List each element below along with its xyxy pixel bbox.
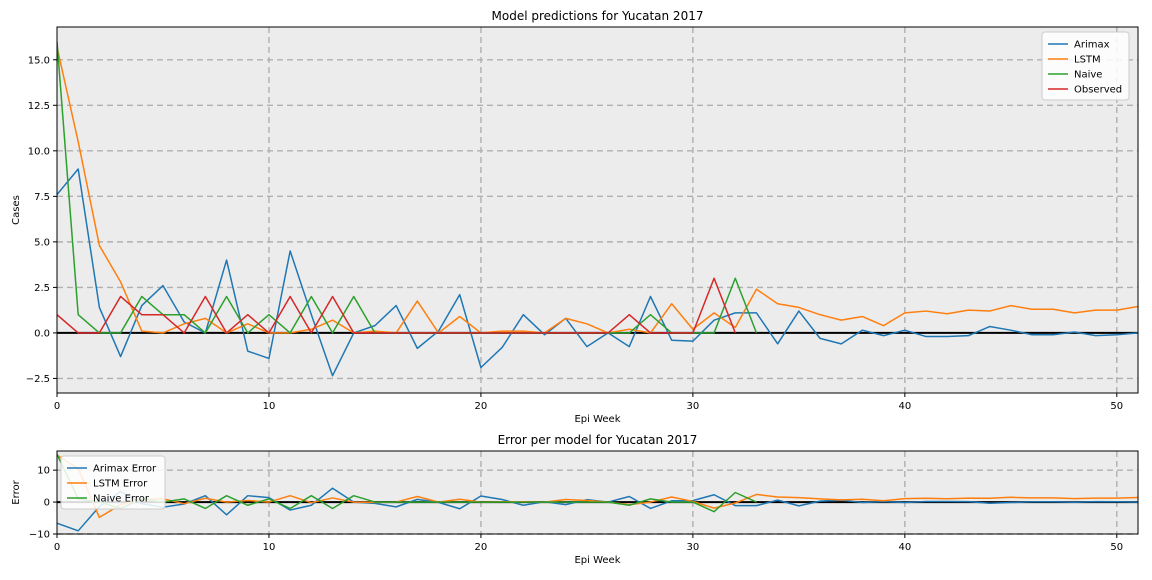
predictions-legend-label-lstm: LSTM [1074,55,1101,66]
predictions-x-ticks: 0 10 20 30 40 50 [54,393,1123,412]
predictions-x-tick-label-2: 20 [475,401,488,412]
error-legend-label-lstm-error: LSTM Error [93,479,148,490]
error-legend-label-naive-error: Naive Error [93,494,150,505]
predictions-panel: 0 10 20 30 40 50 −2.5 0.0 2.5 5.0 7.5 10.0 12.5 15.0… [11,9,1139,425]
error-x-tick-label-0: 0 [54,542,60,553]
predictions-y-tick-label-7: 15.0 [28,55,50,66]
predictions-series-observed-line [57,277,736,334]
predictions-y-tick-label-6: 12.5 [28,101,50,112]
error-y-ticks: −10 0 10 [29,466,57,541]
error-axes-frame [56,450,1139,535]
predictions-y-tick-label-4: 7.5 [34,192,50,203]
predictions-y-ticks: −2.5 0.0 2.5 5.0 7.5 10.0 12.5 15.0 [26,55,57,385]
error-series-naive-error-line [57,453,757,513]
error-y-tick-label-1: 0 [44,498,50,509]
predictions-legend-label-observed: Observed [1074,85,1122,96]
predictions-legend: Arimax LSTM Naive Observed [1041,31,1130,101]
predictions-y-tick-label-2: 2.5 [34,283,50,294]
predictions-x-tick-label-0: 0 [54,401,60,412]
predictions-legend-box [1041,31,1130,101]
predictions-title: Model predictions for Yucatan 2017 [492,9,704,23]
error-series [57,453,1138,532]
predictions-series-arimax-line [57,168,1138,377]
predictions-x-tick-label-4: 40 [898,401,911,412]
predictions-y-tick-label-3: 5.0 [34,237,50,248]
error-panel: 0 10 20 30 40 50 −10 0 10 Error per model for Y… [11,433,1139,566]
error-x-tick-label-5: 50 [1110,542,1123,553]
predictions-y-tick-label-0: −2.5 [26,374,50,385]
error-x-tick-label-2: 20 [475,542,488,553]
error-y-tick-label-2: 10 [37,466,50,477]
error-legend-label-arimax-error: Arimax Error [93,464,157,475]
predictions-y-tick-label-5: 10.0 [28,146,50,157]
error-legend-box [60,455,166,510]
error-legend: Arimax Error LSTM Error Naive Error [60,455,166,510]
predictions-plot-area [57,27,1138,393]
predictions-x-axis-label: Epi Week [574,414,620,425]
predictions-axes-frame [56,26,1139,394]
error-plot-area [57,451,1138,534]
error-y-tick-label-0: −10 [29,530,50,541]
predictions-x-tick-label-1: 10 [263,401,276,412]
predictions-series [57,41,1138,377]
error-x-tick-label-3: 30 [687,542,700,553]
predictions-y-axis-label: Cases [11,195,22,225]
error-x-tick-label-4: 40 [898,542,911,553]
predictions-series-lstm-line [57,46,1138,334]
error-y-axis-label: Error [11,479,22,504]
error-x-tick-label-1: 10 [263,542,276,553]
predictions-legend-label-arimax: Arimax [1074,40,1110,51]
error-x-axis-label: Epi Week [574,555,620,566]
error-title: Error per model for Yucatan 2017 [498,433,698,447]
predictions-x-tick-label-5: 50 [1110,401,1123,412]
predictions-x-tick-label-3: 30 [687,401,700,412]
predictions-legend-label-naive: Naive [1074,70,1102,81]
predictions-y-tick-label-1: 0.0 [34,328,50,339]
error-x-ticks: 0 10 20 30 40 50 [54,534,1123,553]
